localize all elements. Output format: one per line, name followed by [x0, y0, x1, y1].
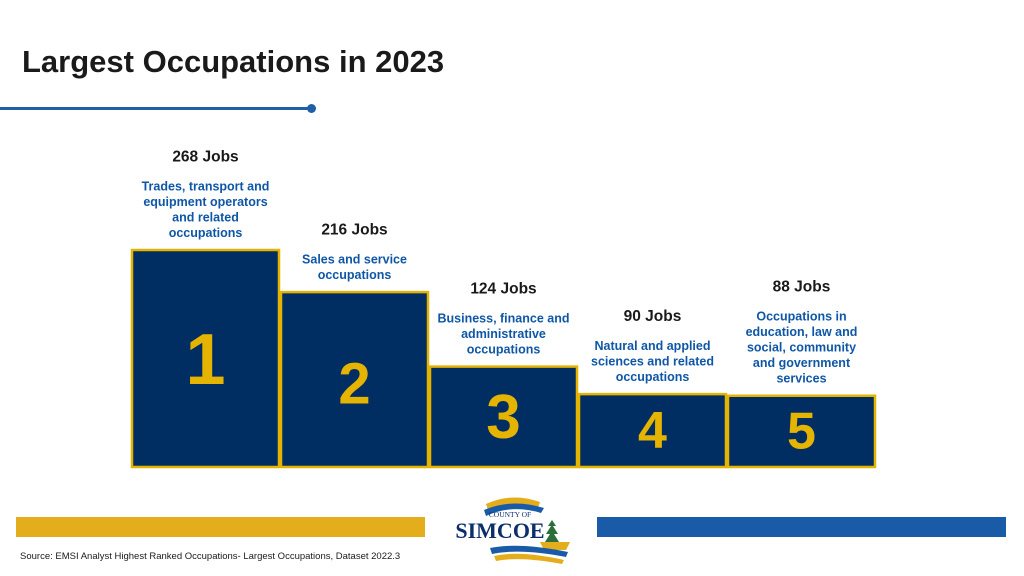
rank-label-2: 2 [338, 352, 370, 417]
logo-simcoe-text: SIMCOE [455, 518, 544, 543]
category-label-line: Occupations in [756, 310, 846, 324]
rank-label-3: 3 [486, 383, 520, 452]
category-label-line: and related [172, 211, 239, 225]
bar-4 [577, 392, 728, 469]
rank-label-5: 5 [787, 403, 816, 461]
category-label-2: Sales and service occupations [302, 253, 407, 283]
bar-2 [279, 290, 430, 469]
category-label-line: Trades, transport and [142, 180, 270, 194]
title-underline-dot [307, 104, 316, 113]
bar-5 [726, 394, 877, 469]
jobs-value-label-2: 216 Jobs [321, 222, 387, 239]
category-label-4: Natural and applied sciences and related o… [591, 339, 714, 384]
category-label-line: occupations [169, 226, 243, 240]
bar-3 [428, 365, 579, 469]
category-label-line: services [776, 372, 826, 386]
category-label-line: occupations [318, 268, 392, 282]
category-label-line: Sales and service [302, 253, 407, 267]
source-note: Source: EMSI Analyst Highest Ranked Occu… [20, 551, 401, 562]
category-label-line: occupations [467, 343, 541, 357]
bar-1 [130, 248, 281, 469]
category-label-line: sciences and related [591, 355, 714, 369]
category-label-5: Occupations in education, law and social, … [746, 310, 858, 386]
category-label-line: Natural and applied [595, 339, 711, 353]
footer-band-blue [597, 517, 1006, 537]
occupations-chart: 1 268 Jobs Trades, transport and equipment … [130, 149, 877, 469]
category-label-line: education, law and [746, 325, 858, 339]
category-label-line: administrative [461, 327, 546, 341]
logo-county-of-text: COUNTY OF [489, 510, 531, 519]
category-label-line: and government [753, 356, 851, 370]
page-title: Largest Occupations in 2023 [22, 44, 445, 79]
category-label-line: Business, finance and [438, 312, 570, 326]
category-label-1: Trades, transport and equipment operators… [142, 180, 270, 241]
rank-label-1: 1 [185, 320, 225, 400]
category-label-3: Business, finance and administrative occup… [438, 312, 570, 357]
jobs-value-label-5: 88 Jobs [773, 279, 831, 296]
category-label-line: occupations [616, 370, 690, 384]
jobs-value-label-1: 268 Jobs [172, 149, 238, 166]
county-of-simcoe-logo: COUNTY OF SIMCOE [455, 497, 570, 564]
title-underline [0, 107, 312, 110]
jobs-value-label-3: 124 Jobs [470, 281, 536, 298]
rank-label-4: 4 [638, 402, 667, 460]
category-label-line: equipment operators [143, 195, 267, 209]
footer-band-gold [16, 517, 425, 537]
jobs-value-label-4: 90 Jobs [624, 308, 682, 325]
category-label-line: social, community [747, 341, 856, 355]
